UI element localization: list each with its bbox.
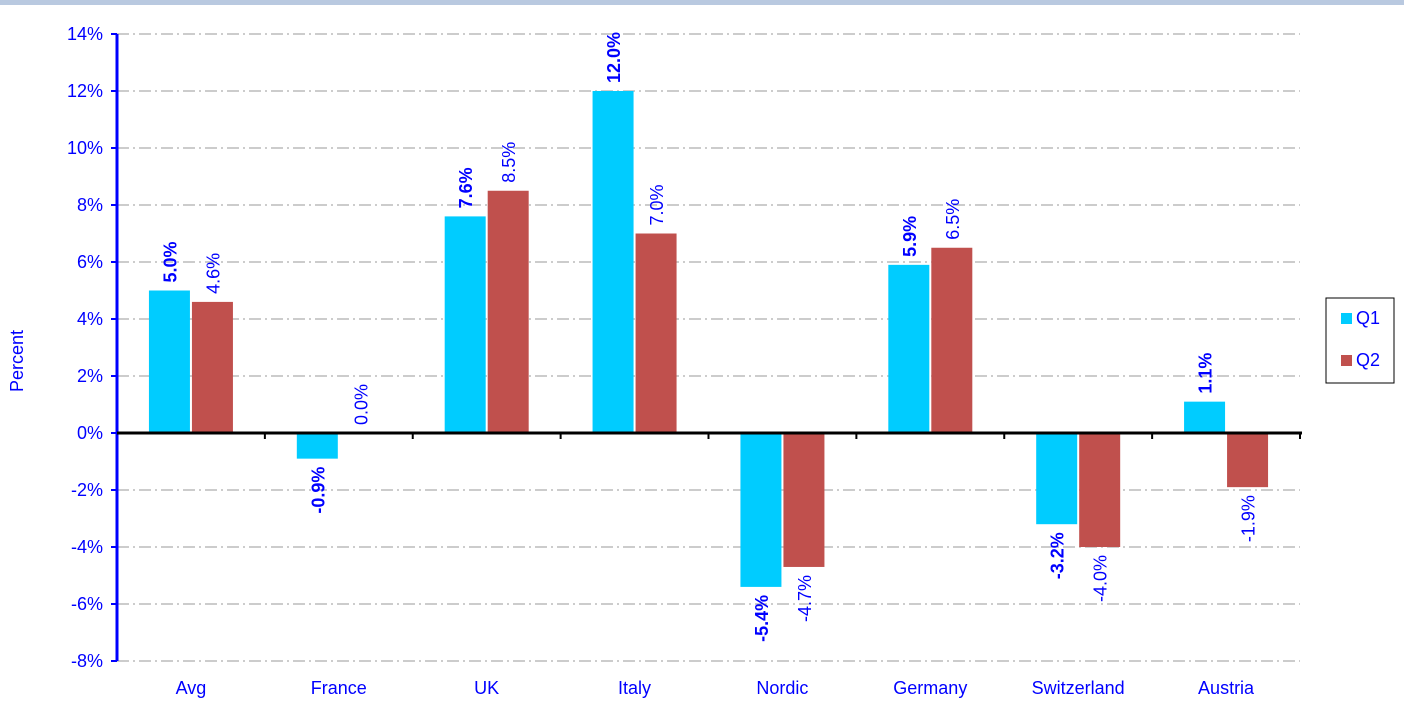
x-tick-label: Italy xyxy=(618,678,651,698)
x-tick-label: France xyxy=(311,678,367,698)
bar-q1-avg xyxy=(148,290,190,433)
legend-label-q1: Q1 xyxy=(1356,308,1380,328)
legend-label-q2: Q2 xyxy=(1356,350,1380,370)
legend-swatch-q2 xyxy=(1341,355,1352,366)
value-label-q1: 5.0% xyxy=(160,241,180,282)
y-tick-label: 10% xyxy=(67,138,103,158)
value-label-q2: 4.6% xyxy=(203,253,223,294)
bar-q1-germany xyxy=(888,264,930,433)
bars-layer xyxy=(148,91,1269,587)
bar-q1-nordic xyxy=(740,433,782,587)
x-tick-label: Switzerland xyxy=(1032,678,1125,698)
y-tick-label: 0% xyxy=(77,423,103,443)
bar-q1-italy xyxy=(592,91,634,433)
bar-q2-avg xyxy=(191,301,233,433)
y-tick-label: 2% xyxy=(77,366,103,386)
y-tick-label: -8% xyxy=(71,651,103,671)
bar-q2-austria xyxy=(1227,433,1269,488)
x-tick-label: Avg xyxy=(176,678,207,698)
x-tick-label: Nordic xyxy=(756,678,808,698)
x-tick-label: Germany xyxy=(893,678,967,698)
legend-swatch-q1 xyxy=(1341,313,1352,324)
y-tick-label: 6% xyxy=(77,252,103,272)
x-tick-label: Austria xyxy=(1198,678,1255,698)
value-label-q2: -4.7% xyxy=(795,575,815,622)
bar-q2-uk xyxy=(487,190,529,433)
x-tick-label: UK xyxy=(474,678,499,698)
top-rule xyxy=(0,0,1404,5)
y-tick-label: -4% xyxy=(71,537,103,557)
bar-q1-austria xyxy=(1184,401,1226,433)
value-label-q2: -1.9% xyxy=(1239,495,1259,542)
value-label-q1: -5.4% xyxy=(752,595,772,642)
y-tick-label: 12% xyxy=(67,81,103,101)
y-tick-label: 8% xyxy=(77,195,103,215)
bar-q2-nordic xyxy=(783,433,825,567)
bar-q2-germany xyxy=(931,247,973,433)
value-label-q2: 6.5% xyxy=(943,199,963,240)
value-label-q1: -3.2% xyxy=(1048,532,1068,579)
legend: Q1 Q2 xyxy=(1325,297,1395,384)
value-label-q1: 5.9% xyxy=(900,216,920,257)
bar-q2-switzerland xyxy=(1079,433,1121,547)
y-tick-label: -2% xyxy=(71,480,103,500)
y-axis-label: Percent xyxy=(7,330,27,392)
bar-q1-switzerland xyxy=(1036,433,1078,525)
y-tick-label: -6% xyxy=(71,594,103,614)
value-label-q1: 12.0% xyxy=(604,32,624,83)
value-label-q2: 8.5% xyxy=(499,142,519,183)
grid-layer xyxy=(117,33,1300,662)
value-label-q1: 7.6% xyxy=(456,167,476,208)
y-tick-label: 4% xyxy=(77,309,103,329)
value-label-q1: -0.9% xyxy=(308,467,328,514)
legend-box xyxy=(1325,297,1395,384)
value-label-q2: 7.0% xyxy=(647,184,667,225)
bar-q1-france xyxy=(296,433,338,459)
y-tick-label: 14% xyxy=(67,24,103,44)
labels-layer: -8% -6% -4% -2% 0% 2% 4% 6% 8% 10% 12% 14% 5.0% 4.6% A… xyxy=(67,24,1259,698)
value-label-q1: 1.1% xyxy=(1196,353,1216,394)
axis-layer xyxy=(111,33,1302,662)
bar-q2-italy xyxy=(635,233,677,433)
bar-q1-uk xyxy=(444,216,486,433)
value-label-q2: 0.0% xyxy=(351,384,371,425)
value-label-q2: -4.0% xyxy=(1091,555,1111,602)
